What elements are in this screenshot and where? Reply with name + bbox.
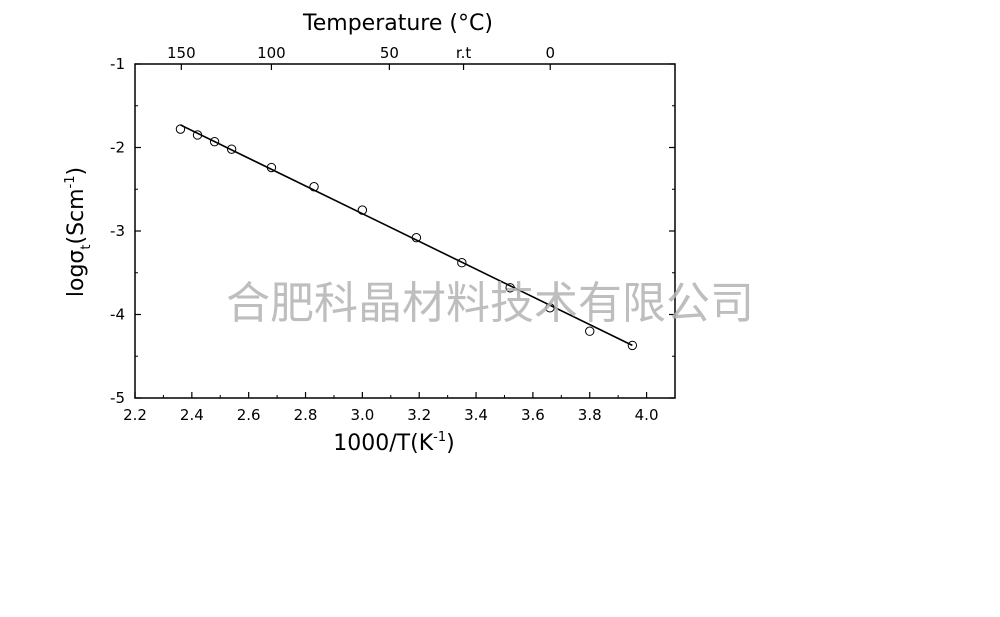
x-tick-label: 3.2 bbox=[407, 406, 431, 424]
data-point bbox=[357, 205, 368, 215]
y-tick-label: -5 bbox=[110, 389, 125, 407]
data-point bbox=[505, 283, 515, 293]
y-tick-label: -4 bbox=[110, 306, 125, 324]
y-axis-title: logσt(Scm-1) bbox=[63, 167, 94, 297]
y-axis-title-main: logσ bbox=[64, 250, 89, 298]
x-tick-label: 2.4 bbox=[180, 406, 204, 424]
data-point bbox=[411, 232, 422, 243]
data-point bbox=[209, 136, 220, 147]
y-axis-title-close: ) bbox=[64, 167, 89, 176]
data-point bbox=[309, 182, 319, 192]
x-tick-label: 3.0 bbox=[350, 406, 374, 424]
data-point bbox=[457, 258, 467, 268]
top-axis-title: Temperature (°C) bbox=[302, 11, 493, 36]
x-axis-ticks: 2.2 2.4 2.6 2.8 3.0 3.2 3.4 3.6 3.8 4.0 bbox=[123, 392, 659, 424]
top-tick-label: 150 bbox=[167, 44, 196, 62]
y-tick-label: -3 bbox=[110, 222, 125, 240]
x-tick-label: 3.4 bbox=[464, 406, 488, 424]
x-axis-title: 1000/T(K-1) bbox=[333, 430, 454, 456]
x-tick-label: 3.8 bbox=[578, 406, 602, 424]
x-tick-label: 4.0 bbox=[635, 406, 659, 424]
x-axis-title-main: 1000/T(K bbox=[333, 431, 433, 456]
top-axis-ticks: 150 100 50 r.t 0 bbox=[167, 44, 555, 70]
x-tick-label: 2.6 bbox=[237, 406, 261, 424]
data-point bbox=[585, 326, 595, 336]
top-tick-label: r.t bbox=[456, 44, 472, 62]
data-points bbox=[175, 124, 638, 351]
fit-line bbox=[180, 124, 633, 347]
x-tick-label: 2.8 bbox=[294, 406, 318, 424]
plot-frame bbox=[134, 63, 676, 399]
y-tick-label: -2 bbox=[110, 139, 125, 157]
data-point bbox=[627, 340, 638, 351]
x-axis-title-sup: -1 bbox=[433, 430, 446, 445]
data-point bbox=[545, 303, 555, 313]
data-point bbox=[226, 144, 237, 154]
y-axis-title-sup: -1 bbox=[63, 175, 78, 188]
y-tick-label: -1 bbox=[110, 55, 125, 73]
x-tick-label: 2.2 bbox=[123, 406, 147, 424]
top-tick-label: 50 bbox=[380, 44, 399, 62]
data-point bbox=[175, 124, 186, 134]
y-axis-title-sub: t bbox=[79, 245, 94, 250]
data-point bbox=[266, 162, 277, 173]
x-axis-title-close: ) bbox=[446, 431, 455, 456]
data-point bbox=[192, 130, 203, 140]
x-tick-label: 3.6 bbox=[521, 406, 545, 424]
watermark: 合肥科晶材料技术有限公司 bbox=[226, 278, 754, 329]
top-tick-label: 100 bbox=[257, 44, 286, 62]
y-axis-title-mid: (Scm bbox=[64, 188, 89, 244]
y-axis-ticks: -5 -4 -3 -2 -1 bbox=[110, 55, 675, 407]
top-tick-label: 0 bbox=[545, 44, 555, 62]
